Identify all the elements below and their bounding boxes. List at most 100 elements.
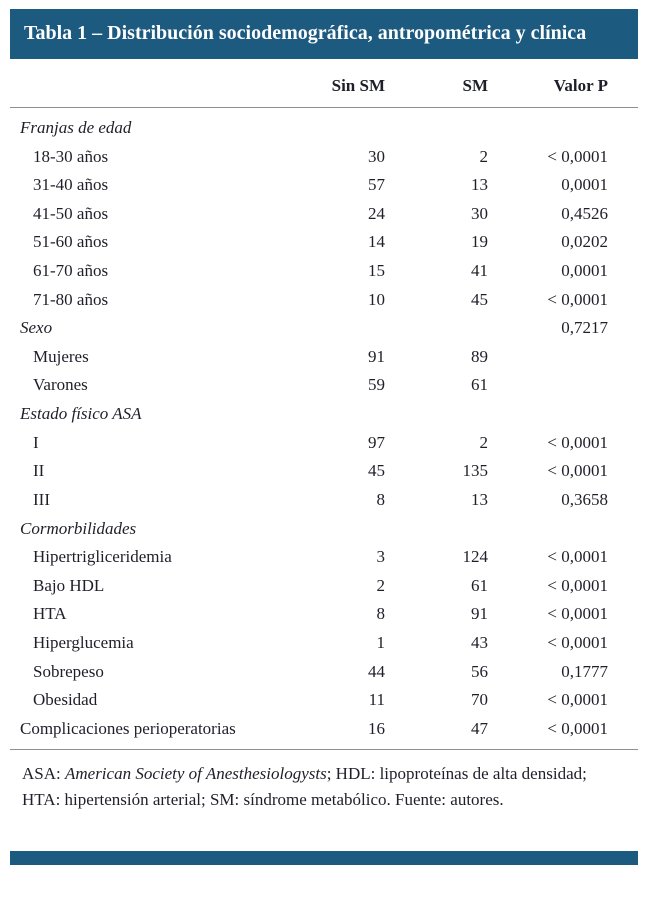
value-sm: 124 [462,547,489,567]
value-sin-sm [290,314,385,343]
table-title: Tabla 1 – Distribución sociodemográfica,… [24,22,587,44]
table-row: Mujeres 91 89 [10,343,638,372]
table-row: Hipertrigliceridemia 3 124 < 0,0001 [10,543,638,572]
value-sm: 56 [471,661,488,681]
value-sin-sm: 44 [368,661,385,681]
row-label: Sexo [20,318,53,338]
value-p: 0,1777 [561,661,608,681]
value-p: 0,0001 [561,261,608,281]
value-sm: 19 [471,232,488,252]
value-sm [385,314,488,343]
value-sin-sm: 15 [368,261,385,281]
col-header-sin-sm: Sin SM [290,59,385,108]
table-row: II 45 135 < 0,0001 [10,457,638,486]
value-sin-sm [290,400,385,429]
value-sin-sm: 1 [376,632,386,652]
table-row: Sobrepeso 44 56 0,1777 [10,658,638,687]
value-sm: 61 [471,375,488,395]
value-p: 0,3658 [561,489,608,509]
value-sm: 2 [479,146,489,166]
table-row: 61-70 años 15 41 0,0001 [10,257,638,286]
table-row: I 97 2 < 0,0001 [10,429,638,458]
value-sin-sm: 24 [368,203,385,223]
col-header-empty [10,59,290,108]
table-row: Hiperglucemia 1 43 < 0,0001 [10,629,638,658]
table-row: HTA 8 91 < 0,0001 [10,600,638,629]
row-label: Obesidad [33,690,98,710]
value-p: < 0,0001 [547,461,608,481]
row-label: 31-40 años [33,175,109,195]
value-p: 0,0202 [561,232,608,252]
value-sin-sm [290,515,385,544]
row-label: Cormorbilidades [20,518,137,538]
value-p: < 0,0001 [547,146,608,166]
value-p: < 0,0001 [547,575,608,595]
value-sin-sm: 8 [376,489,386,509]
table-head: Sin SM SM Valor P [10,59,638,108]
column-header-row: Sin SM SM Valor P [10,59,638,108]
col-header-valor-p: Valor P [488,59,638,108]
value-sin-sm: 45 [368,461,385,481]
value-sin-sm: 8 [376,604,386,624]
value-p: 0,7217 [561,318,608,338]
value-sm: 30 [471,203,488,223]
value-sm [385,515,488,544]
row-label: 71-80 años [33,289,109,309]
value-sm [385,400,488,429]
value-sm: 41 [471,261,488,281]
table-row: Varones 59 61 [10,371,638,400]
footnote-part1: ASA: [22,764,65,784]
value-sm: 47 [471,718,488,738]
table-row: 41-50 años 24 30 0,4526 [10,200,638,229]
table-row: Complicaciones perioperatorias 16 47 < 0,00… [10,715,638,750]
value-p: < 0,0001 [547,632,608,652]
row-label: I [33,432,39,452]
row-label: HTA [33,604,67,624]
next-table-title-bar-stub [10,851,638,866]
value-p: < 0,0001 [547,547,608,567]
value-sm: 135 [462,461,489,481]
value-p [488,515,638,544]
table-row: Bajo HDL 2 61 < 0,0001 [10,572,638,601]
row-label: 61-70 años [33,261,109,281]
row-label: Franjas de edad [20,118,132,137]
value-p: < 0,0001 [547,604,608,624]
row-label: Sobrepeso [33,661,104,681]
table-body: Franjas de edad 18-30 años 30 2 < 0,0001 31-4… [10,108,638,750]
sociodemographic-table: Sin SM SM Valor P Franjas de edad 18-30 a… [10,59,638,749]
row-label: Mujeres [33,346,89,366]
row-label: 51-60 años [33,232,109,252]
value-sin-sm: 16 [368,718,385,738]
value-p: 0,4526 [561,203,608,223]
value-p [488,108,638,143]
table-footnote: ASA: American Society of Anesthesiologys… [10,749,638,825]
table-row: Obesidad 11 70 < 0,0001 [10,686,638,715]
table-row: Estado físico ASA [10,400,638,429]
value-sin-sm: 59 [368,375,385,395]
value-sm: 91 [471,604,488,624]
value-p [488,400,638,429]
row-label: Estado físico ASA [20,404,142,424]
value-p: 0,0001 [561,175,608,195]
row-label: Bajo HDL [33,575,105,595]
value-sm: 13 [471,175,488,195]
row-label: II [33,461,45,481]
footnote-part2: ; HDL: lipoproteínas de alta densidad; H… [22,764,587,809]
table-row: Franjas de edad [10,108,638,143]
row-label: 18-30 años [33,146,109,166]
value-p: < 0,0001 [547,432,608,452]
row-label: Hiperglucemia [33,632,134,652]
value-sin-sm: 2 [376,575,386,595]
value-sm: 70 [471,690,488,710]
table-row: 18-30 años 30 2 < 0,0001 [10,143,638,172]
value-sin-sm: 10 [368,289,385,309]
row-label: 41-50 años [33,203,109,223]
table-row: 51-60 años 14 19 0,0202 [10,228,638,257]
footnote-society-name: American Society of Anesthesiologysts [64,764,327,784]
value-sm: 13 [471,489,488,509]
value-sin-sm: 30 [368,146,385,166]
row-label: Hipertrigliceridemia [33,547,172,567]
value-sm: 45 [471,289,488,309]
value-p: < 0,0001 [547,690,608,710]
